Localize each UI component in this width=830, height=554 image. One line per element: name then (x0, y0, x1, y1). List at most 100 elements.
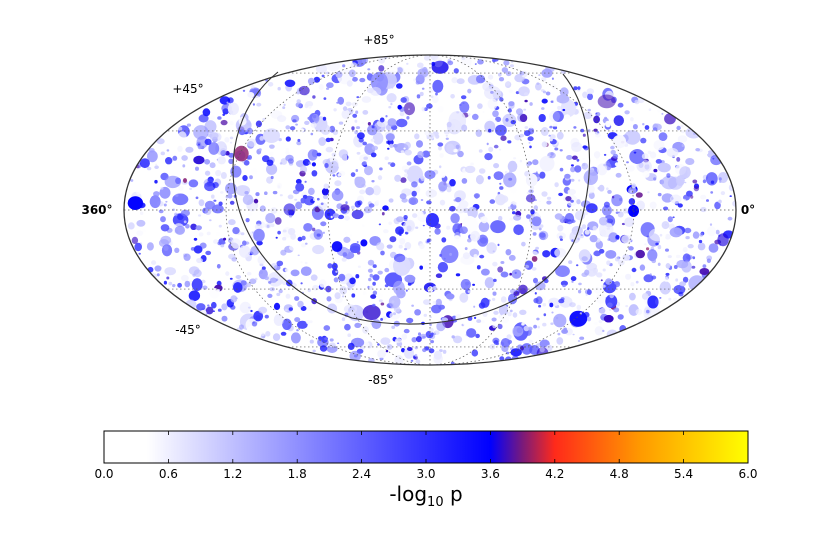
sky-blob (459, 292, 469, 303)
sky-blob (653, 177, 657, 181)
sky-blob (587, 93, 593, 101)
sky-blob (524, 126, 529, 129)
sky-blob (295, 102, 302, 108)
sky-blob (428, 348, 435, 354)
colorbar-tick-label: 5.4 (674, 467, 693, 481)
sky-blob (665, 263, 671, 269)
sky-blob (523, 325, 530, 332)
sky-blob (254, 223, 263, 231)
sky-blob (380, 337, 391, 345)
sky-blob (449, 179, 456, 187)
sky-blob (267, 289, 271, 292)
sky-blob (657, 109, 661, 113)
sky-blob (165, 200, 168, 203)
sky-blob (605, 278, 613, 285)
sky-blob (245, 282, 252, 288)
sky-blob (183, 253, 191, 261)
sky-blob (368, 85, 371, 87)
sky-blob (274, 217, 282, 225)
sky-blob (648, 228, 667, 242)
sky-blob (432, 301, 437, 304)
sky-blob (230, 238, 241, 249)
sky-blob (178, 126, 183, 131)
sky-blob (236, 298, 240, 301)
sky-blob (247, 92, 255, 98)
sky-blob (272, 190, 278, 195)
sky-blob (501, 67, 509, 73)
sky-blob (300, 306, 307, 311)
sky-blob (613, 307, 620, 313)
sky-blob (509, 170, 513, 174)
sky-blob (491, 297, 496, 301)
sky-blob (365, 187, 375, 196)
sky-blob (323, 325, 331, 331)
sky-blob (351, 76, 358, 82)
sky-blob (148, 148, 155, 153)
sky-blob (459, 226, 468, 234)
sky-blob (647, 191, 650, 194)
sky-blob (559, 238, 563, 241)
sky-blob (727, 216, 733, 221)
sky-blob (312, 349, 316, 353)
sky-blob (665, 248, 669, 252)
sky-blob (527, 326, 533, 331)
sky-blob (164, 267, 176, 276)
sky-blob (304, 261, 308, 265)
sky-blob (628, 198, 636, 205)
sky-blob (576, 264, 579, 267)
sky-blob (512, 326, 524, 337)
sky-blob (258, 148, 262, 152)
sky-blob (641, 293, 649, 300)
sky-blob (539, 155, 555, 172)
lat-label-bottom: -85° (368, 373, 394, 387)
sky-blob (554, 248, 566, 258)
sky-blob (217, 116, 222, 120)
sky-blob (558, 192, 563, 197)
sky-blob (363, 341, 370, 348)
sky-blob (416, 140, 423, 148)
sky-blob (289, 97, 295, 102)
sky-blob (349, 277, 356, 285)
sky-blob (499, 186, 504, 190)
sky-blob (647, 150, 652, 155)
sky-blob (222, 241, 226, 245)
sky-blob (344, 232, 347, 235)
sky-blob (322, 231, 325, 234)
sky-blob (681, 130, 685, 134)
sky-blob (491, 317, 497, 322)
sky-blob (500, 296, 507, 303)
sky-blob (657, 262, 661, 266)
sky-blob (564, 213, 575, 225)
sky-blob (499, 97, 504, 102)
sky-blob (568, 260, 573, 264)
sky-blob (355, 274, 360, 279)
sky-blob (474, 316, 477, 319)
sky-blob (327, 212, 331, 216)
sky-blob (537, 325, 540, 329)
sky-blob (527, 136, 534, 142)
sky-blob (470, 71, 476, 76)
sky-blob (540, 224, 544, 228)
sky-blob (439, 199, 446, 206)
sky-blob (676, 254, 681, 259)
sky-blob (404, 141, 411, 149)
sky-blob (551, 77, 554, 80)
sky-blob (411, 190, 417, 197)
colorbar: 0.0 0.6 1.2 1.8 2.4 3.0 3.6 4.2 4.8 5.4 6.0 -log10… (94, 430, 758, 510)
sky-blob (692, 179, 698, 184)
sky-blob (507, 160, 518, 172)
sky-blob (285, 154, 294, 162)
sky-blob (702, 264, 707, 268)
sky-blob (161, 244, 173, 257)
sky-blob (612, 135, 627, 149)
sky-blob (198, 199, 205, 207)
sky-blob (323, 97, 327, 100)
sky-blob (318, 137, 327, 146)
colorbar-tick-label: 2.4 (352, 467, 371, 481)
sky-blob (163, 203, 167, 207)
sky-blob (450, 94, 455, 99)
sky-blob (505, 249, 512, 256)
sky-blob (425, 213, 439, 228)
sky-blob (351, 209, 364, 220)
sky-blob (432, 79, 444, 93)
